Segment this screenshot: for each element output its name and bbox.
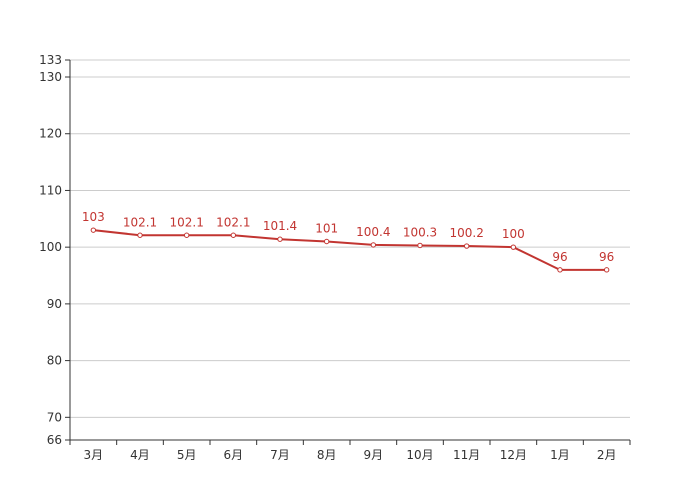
x-tick-label: 8月 xyxy=(317,448,337,462)
data-point[interactable] xyxy=(230,232,237,238)
data-label: 101.4 xyxy=(263,219,297,233)
series-line xyxy=(93,229,607,271)
data-point[interactable] xyxy=(137,232,143,238)
x-tick-label: 5月 xyxy=(177,448,197,462)
y-tick-label: 120 xyxy=(39,127,62,141)
data-point[interactable] xyxy=(183,232,190,238)
data-label: 101 xyxy=(315,221,338,235)
data-label: 100.4 xyxy=(356,225,390,239)
data-label: 100 xyxy=(502,227,525,241)
data-label: 100.2 xyxy=(449,226,483,240)
x-tick-label: 7月 xyxy=(270,448,290,462)
x-tick-label: 1月 xyxy=(550,448,570,462)
data-label: 102.1 xyxy=(216,215,250,229)
x-tick-label: 9月 xyxy=(364,448,384,462)
series-layer xyxy=(90,227,610,273)
y-tick-label: 130 xyxy=(39,70,62,84)
y-tick-label: 70 xyxy=(47,410,62,424)
x-tick-label: 6月 xyxy=(224,448,244,462)
x-tick-label: 10月 xyxy=(406,448,433,462)
data-point[interactable] xyxy=(603,267,610,273)
data-point[interactable] xyxy=(417,242,423,249)
data-label: 100.3 xyxy=(403,225,437,239)
data-label: 96 xyxy=(552,250,567,264)
y-tick-label: 100 xyxy=(39,240,62,254)
x-tick-label: 12月 xyxy=(500,448,527,462)
data-label: 102.1 xyxy=(123,215,157,229)
x-tick-label: 2月 xyxy=(597,448,617,462)
axes: 66 70 80 90 100 110 120 130 133 3月 4月 5月 6月 7月 8月 9月 10月… xyxy=(39,53,631,462)
y-tick-label: 90 xyxy=(47,297,62,311)
data-point[interactable] xyxy=(370,242,377,248)
x-tick-label: 4月 xyxy=(130,448,150,462)
data-label: 103 xyxy=(82,210,105,224)
data-point[interactable] xyxy=(323,238,330,245)
data-point[interactable] xyxy=(463,243,470,249)
y-tick-label: 110 xyxy=(39,183,62,197)
data-label: 102.1 xyxy=(169,215,203,229)
y-tick-label: 133 xyxy=(39,53,62,67)
x-tick-label: 3月 xyxy=(84,448,104,462)
data-point[interactable] xyxy=(277,236,283,242)
y-tick-label: 80 xyxy=(47,354,62,368)
data-label: 96 xyxy=(599,250,614,264)
data-point[interactable] xyxy=(557,267,563,273)
data-point[interactable] xyxy=(90,227,97,233)
data-labels: 103 102.1 102.1 102.1 101.4 101 100.4 100.3 100.… xyxy=(82,210,614,264)
x-tick-label: 11月 xyxy=(453,448,480,462)
grid-lines xyxy=(70,59,630,418)
y-tick-label: 66 xyxy=(47,433,62,447)
data-point[interactable] xyxy=(510,244,517,250)
